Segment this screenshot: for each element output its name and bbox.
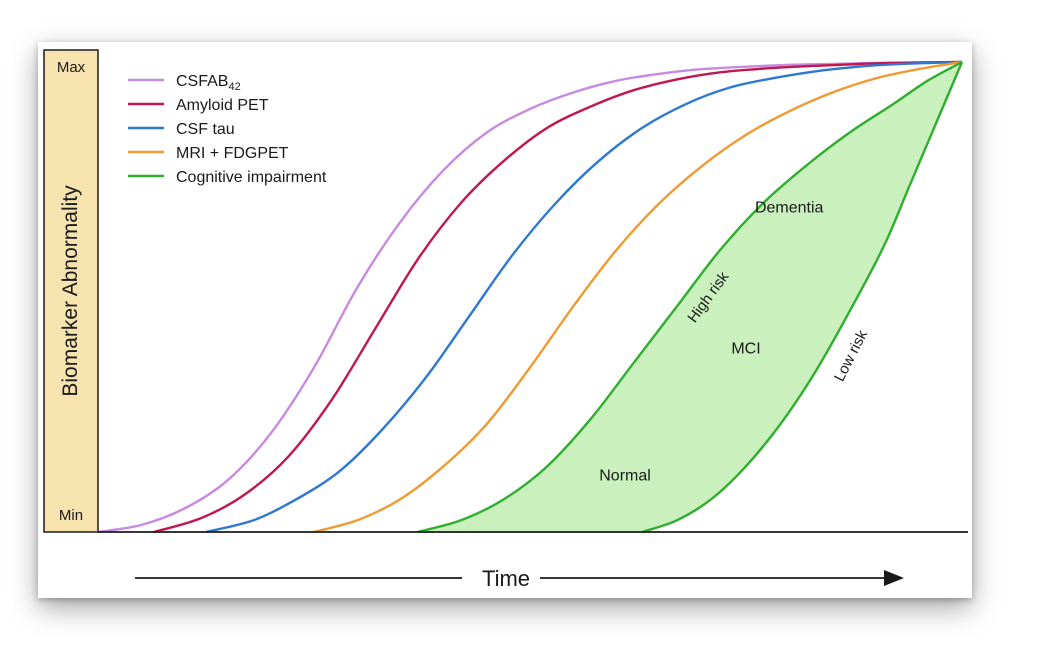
legend-label-mri-fdgpet: MRI + FDGPET: [176, 145, 289, 162]
cognitive-impairment-region: [417, 62, 962, 532]
series-line-cognitive-high-risk: [417, 60, 963, 534]
series-layer: [97, 60, 964, 534]
legend-label-csfab: CSFAB42: [176, 73, 241, 93]
legend-label-csf-tau: CSF tau: [176, 121, 235, 138]
legend-label-amyloid-pet: Amyloid PET: [176, 97, 269, 114]
series-line-amyloid-pet: [153, 60, 963, 534]
series-line-csfab: [97, 60, 963, 534]
series-line-cognitive-low-risk: [641, 61, 964, 534]
annotation-dementia: Dementia: [755, 199, 824, 216]
y-axis-label: Biomarker Abnormality: [59, 185, 82, 397]
y-tick-max: Max: [57, 59, 86, 76]
series-line-mri-fdgpet: [313, 60, 963, 534]
y-tick-min: Min: [59, 507, 83, 524]
time-arrow-head: [884, 570, 904, 586]
annotation-normal: Normal: [599, 467, 651, 484]
legend-label-cognitive-impairment: Cognitive impairment: [176, 169, 327, 186]
legend: CSFAB42 Amyloid PET CSF tau MRI + FDGPET Cog…: [128, 73, 327, 186]
y-axis-band: [43, 49, 99, 533]
fill-layer: [417, 62, 962, 532]
annotation-mci: MCI: [731, 340, 760, 357]
series-line-csf-tau: [205, 60, 963, 534]
x-axis-label: Time: [482, 566, 530, 591]
